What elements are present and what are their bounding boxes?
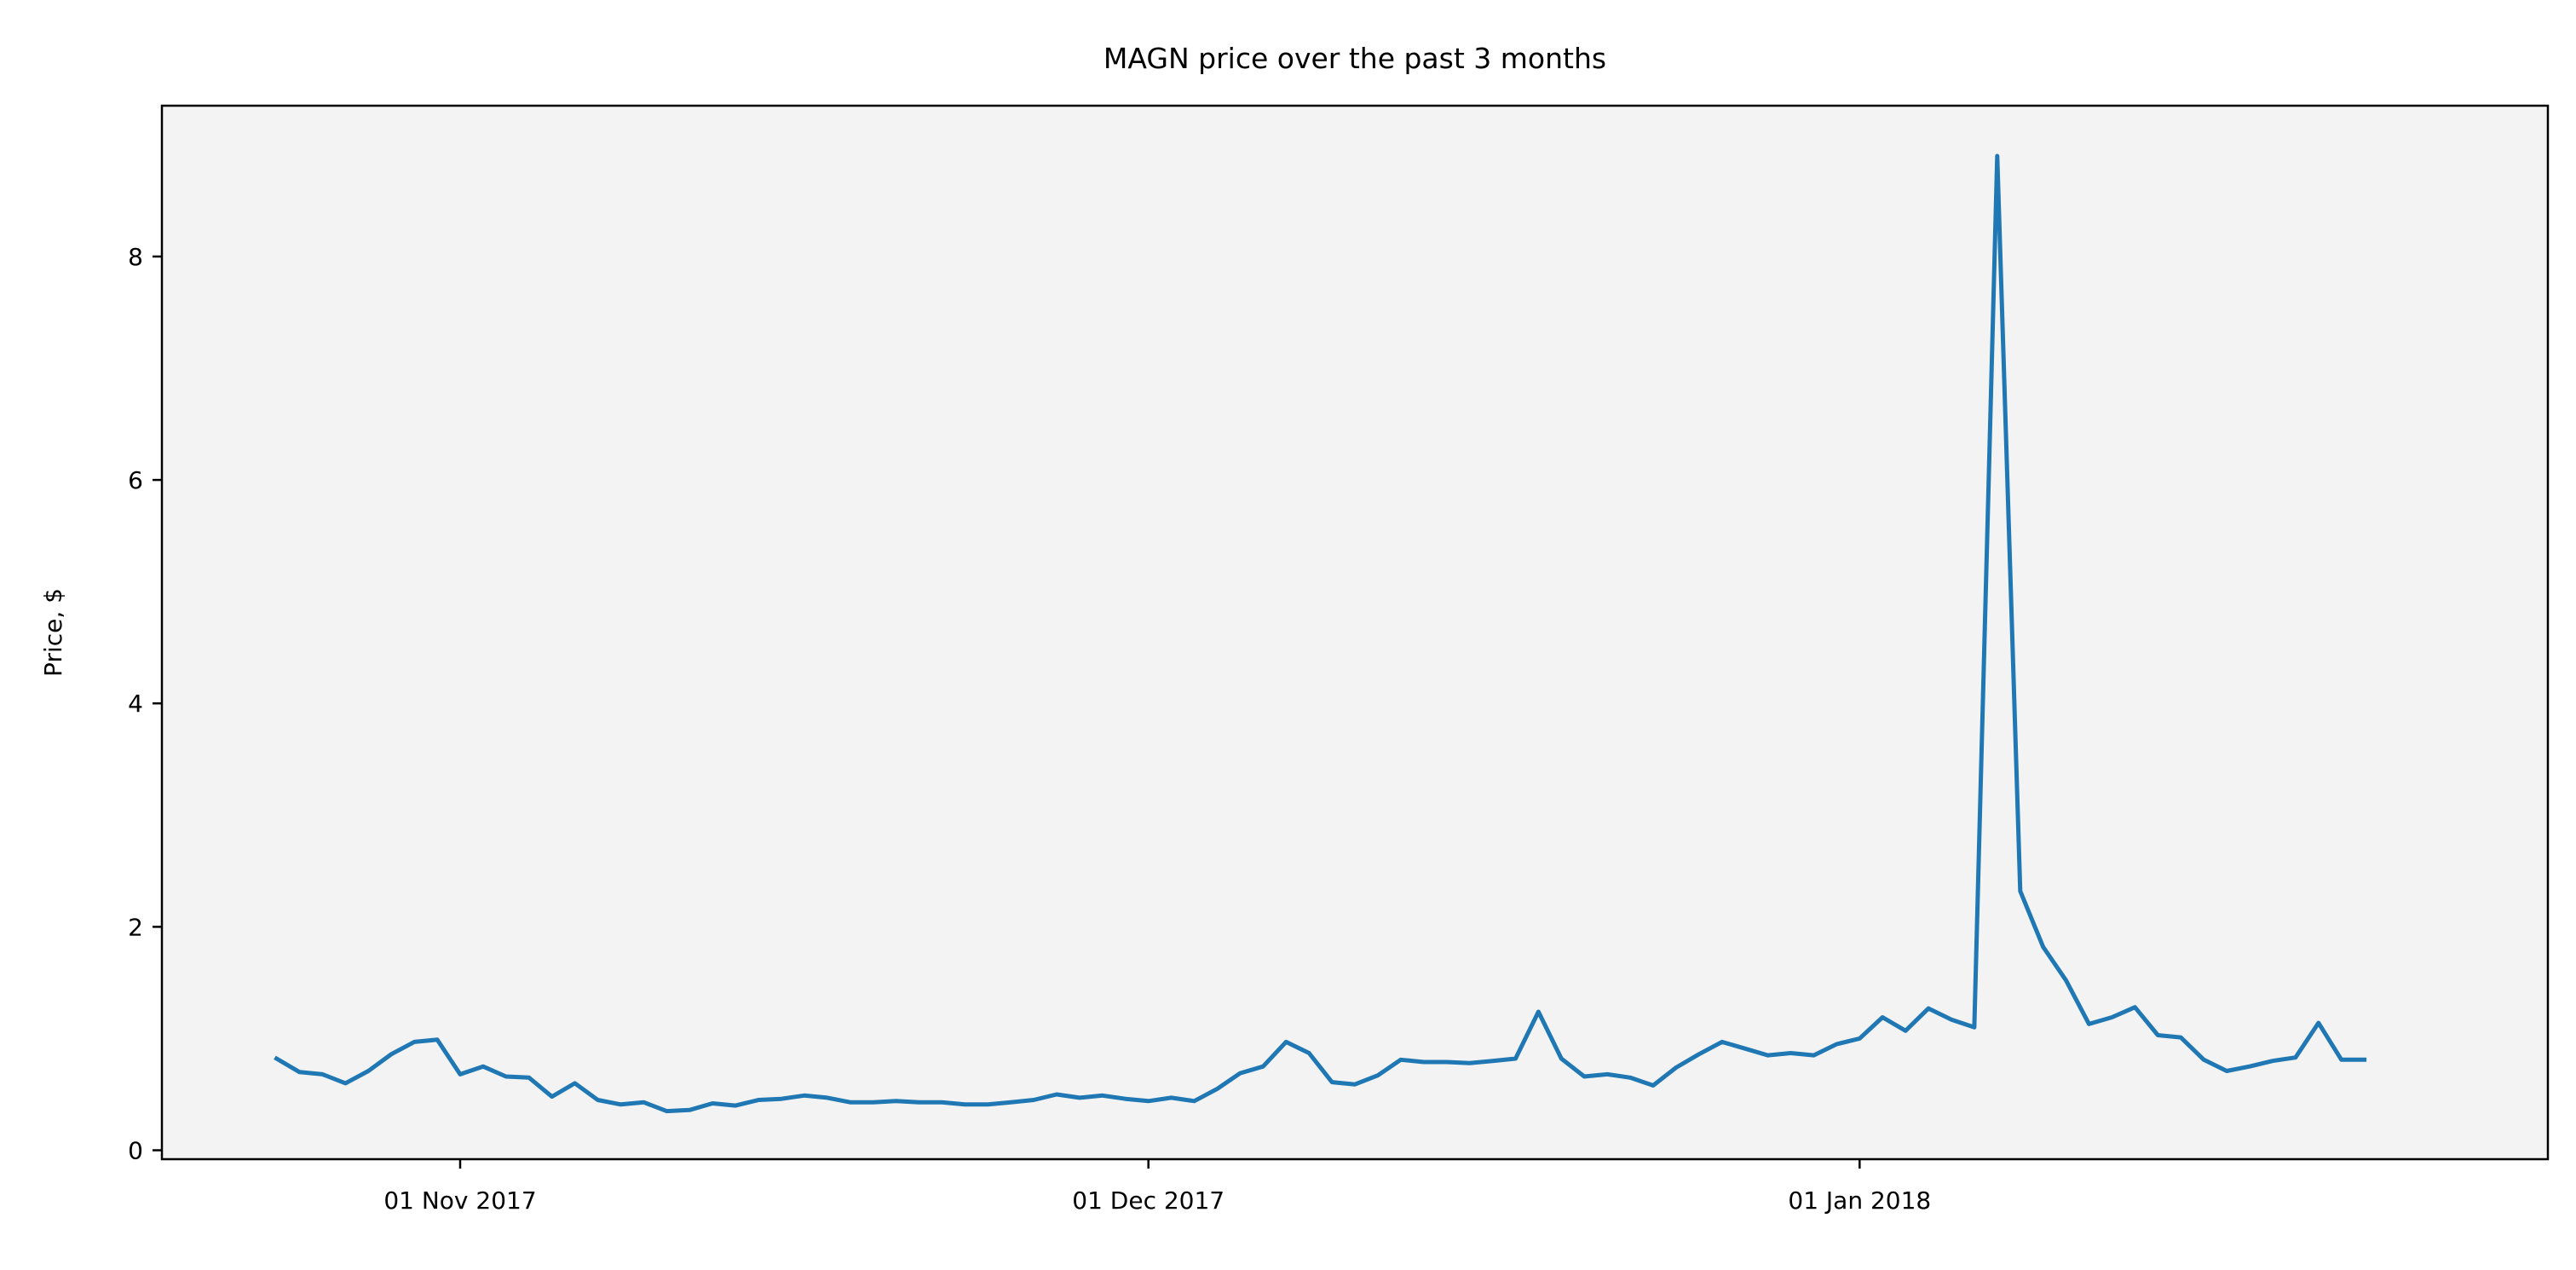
x-tick-label: 01 Dec 2017	[1072, 1186, 1225, 1215]
x-axis-ticks: 01 Nov 2017 01 Dec 2017 01 Jan 2018	[383, 1159, 1931, 1215]
y-tick-label: 6	[128, 466, 143, 494]
y-axis-label: Price, $	[39, 588, 67, 677]
chart-title: MAGN price over the past 3 months	[1104, 42, 1606, 75]
plot-frame	[160, 104, 2550, 1161]
series-line	[274, 153, 2367, 1114]
y-tick-label: 4	[128, 690, 143, 718]
plot-area	[162, 106, 2548, 1159]
y-tick-label: 0	[128, 1137, 143, 1165]
y-tick-label: 2	[128, 913, 143, 941]
x-tick-label: 01 Nov 2017	[383, 1186, 536, 1215]
data-points	[276, 155, 2365, 1111]
x-tick-label: 01 Jan 2018	[1788, 1186, 1931, 1215]
y-axis-ticks: 0 2 4 6 8	[128, 243, 162, 1165]
y-tick-label: 8	[128, 243, 143, 271]
